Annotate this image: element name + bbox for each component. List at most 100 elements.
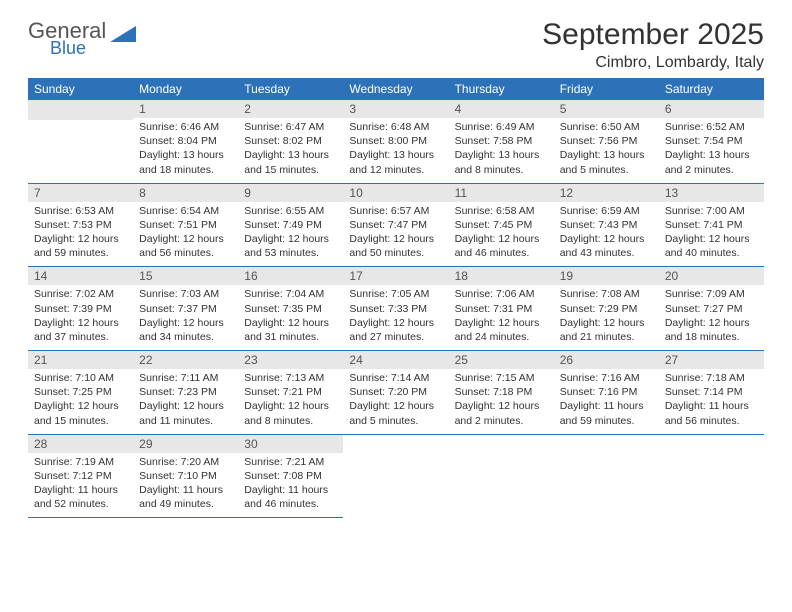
day-ss: Sunset: 7:43 PM (560, 218, 653, 232)
day-body: Sunrise: 7:10 AMSunset: 7:25 PMDaylight:… (28, 369, 133, 434)
week-row: 14Sunrise: 7:02 AMSunset: 7:39 PMDayligh… (28, 267, 764, 351)
day-sr: Sunrise: 7:02 AM (34, 287, 127, 301)
day-cell: 29Sunrise: 7:20 AMSunset: 7:10 PMDayligh… (133, 434, 238, 518)
day-ss: Sunset: 7:49 PM (244, 218, 337, 232)
day-ss: Sunset: 7:54 PM (665, 134, 758, 148)
day-ss: Sunset: 7:18 PM (455, 385, 548, 399)
day-dl: Daylight: 13 hours and 5 minutes. (560, 148, 653, 176)
day-sr: Sunrise: 7:00 AM (665, 204, 758, 218)
day-cell: 30Sunrise: 7:21 AMSunset: 7:08 PMDayligh… (238, 434, 343, 518)
day-ss: Sunset: 7:20 PM (349, 385, 442, 399)
day-ss: Sunset: 7:33 PM (349, 302, 442, 316)
day-ss: Sunset: 7:21 PM (244, 385, 337, 399)
empty-body (28, 120, 133, 182)
day-cell: 7Sunrise: 6:53 AMSunset: 7:53 PMDaylight… (28, 183, 133, 267)
day-ss: Sunset: 7:39 PM (34, 302, 127, 316)
day-dl: Daylight: 12 hours and 56 minutes. (139, 232, 232, 260)
day-body: Sunrise: 6:49 AMSunset: 7:58 PMDaylight:… (449, 118, 554, 183)
day-dl: Daylight: 13 hours and 18 minutes. (139, 148, 232, 176)
day-cell: 22Sunrise: 7:11 AMSunset: 7:23 PMDayligh… (133, 351, 238, 435)
day-body: Sunrise: 7:19 AMSunset: 7:12 PMDaylight:… (28, 453, 133, 518)
day-cell: 6Sunrise: 6:52 AMSunset: 7:54 PMDaylight… (659, 100, 764, 183)
day-body: Sunrise: 6:46 AMSunset: 8:04 PMDaylight:… (133, 118, 238, 183)
empty-body (449, 455, 554, 517)
day-dl: Daylight: 12 hours and 11 minutes. (139, 399, 232, 427)
empty-body (659, 455, 764, 517)
day-dl: Daylight: 13 hours and 8 minutes. (455, 148, 548, 176)
day-ss: Sunset: 7:10 PM (139, 469, 232, 483)
day-cell: 2Sunrise: 6:47 AMSunset: 8:02 PMDaylight… (238, 100, 343, 183)
day-body: Sunrise: 6:55 AMSunset: 7:49 PMDaylight:… (238, 202, 343, 267)
col-mon: Monday (133, 78, 238, 100)
day-ss: Sunset: 7:56 PM (560, 134, 653, 148)
day-number: 14 (28, 267, 133, 285)
day-ss: Sunset: 8:02 PM (244, 134, 337, 148)
day-body: Sunrise: 6:58 AMSunset: 7:45 PMDaylight:… (449, 202, 554, 267)
logo: General Blue (28, 18, 136, 59)
empty-day (659, 435, 764, 455)
day-cell: 12Sunrise: 6:59 AMSunset: 7:43 PMDayligh… (554, 183, 659, 267)
day-cell: 16Sunrise: 7:04 AMSunset: 7:35 PMDayligh… (238, 267, 343, 351)
day-cell: 17Sunrise: 7:05 AMSunset: 7:33 PMDayligh… (343, 267, 448, 351)
day-dl: Daylight: 12 hours and 24 minutes. (455, 316, 548, 344)
empty-day (28, 100, 133, 120)
day-ss: Sunset: 7:29 PM (560, 302, 653, 316)
header-row: Sunday Monday Tuesday Wednesday Thursday… (28, 78, 764, 100)
day-cell (449, 434, 554, 518)
empty-body (554, 455, 659, 517)
day-number: 21 (28, 351, 133, 369)
day-cell: 5Sunrise: 6:50 AMSunset: 7:56 PMDaylight… (554, 100, 659, 183)
day-cell: 3Sunrise: 6:48 AMSunset: 8:00 PMDaylight… (343, 100, 448, 183)
day-body: Sunrise: 7:05 AMSunset: 7:33 PMDaylight:… (343, 285, 448, 350)
day-body: Sunrise: 7:21 AMSunset: 7:08 PMDaylight:… (238, 453, 343, 518)
day-number: 11 (449, 184, 554, 202)
day-dl: Daylight: 12 hours and 18 minutes. (665, 316, 758, 344)
day-cell: 9Sunrise: 6:55 AMSunset: 7:49 PMDaylight… (238, 183, 343, 267)
day-number: 28 (28, 435, 133, 453)
page-subtitle: Cimbro, Lombardy, Italy (542, 54, 764, 72)
day-cell: 4Sunrise: 6:49 AMSunset: 7:58 PMDaylight… (449, 100, 554, 183)
day-dl: Daylight: 12 hours and 43 minutes. (560, 232, 653, 260)
day-dl: Daylight: 12 hours and 31 minutes. (244, 316, 337, 344)
day-ss: Sunset: 7:25 PM (34, 385, 127, 399)
day-body: Sunrise: 7:15 AMSunset: 7:18 PMDaylight:… (449, 369, 554, 434)
day-dl: Daylight: 12 hours and 50 minutes. (349, 232, 442, 260)
day-number: 7 (28, 184, 133, 202)
day-number: 10 (343, 184, 448, 202)
day-sr: Sunrise: 7:18 AM (665, 371, 758, 385)
day-sr: Sunrise: 6:59 AM (560, 204, 653, 218)
col-thu: Thursday (449, 78, 554, 100)
day-dl: Daylight: 12 hours and 46 minutes. (455, 232, 548, 260)
day-sr: Sunrise: 7:03 AM (139, 287, 232, 301)
day-number: 9 (238, 184, 343, 202)
day-ss: Sunset: 7:58 PM (455, 134, 548, 148)
day-body: Sunrise: 6:48 AMSunset: 8:00 PMDaylight:… (343, 118, 448, 183)
day-dl: Daylight: 12 hours and 2 minutes. (455, 399, 548, 427)
day-ss: Sunset: 7:12 PM (34, 469, 127, 483)
day-number: 23 (238, 351, 343, 369)
day-ss: Sunset: 7:35 PM (244, 302, 337, 316)
day-body: Sunrise: 7:20 AMSunset: 7:10 PMDaylight:… (133, 453, 238, 518)
day-number: 17 (343, 267, 448, 285)
day-ss: Sunset: 7:37 PM (139, 302, 232, 316)
day-cell (659, 434, 764, 518)
day-number: 27 (659, 351, 764, 369)
day-sr: Sunrise: 7:20 AM (139, 455, 232, 469)
day-body: Sunrise: 6:59 AMSunset: 7:43 PMDaylight:… (554, 202, 659, 267)
day-sr: Sunrise: 6:55 AM (244, 204, 337, 218)
day-ss: Sunset: 7:51 PM (139, 218, 232, 232)
day-sr: Sunrise: 6:57 AM (349, 204, 442, 218)
day-sr: Sunrise: 6:52 AM (665, 120, 758, 134)
day-number: 8 (133, 184, 238, 202)
day-sr: Sunrise: 7:10 AM (34, 371, 127, 385)
day-sr: Sunrise: 6:53 AM (34, 204, 127, 218)
day-dl: Daylight: 12 hours and 5 minutes. (349, 399, 442, 427)
day-cell: 28Sunrise: 7:19 AMSunset: 7:12 PMDayligh… (28, 434, 133, 518)
day-ss: Sunset: 7:31 PM (455, 302, 548, 316)
day-dl: Daylight: 12 hours and 21 minutes. (560, 316, 653, 344)
day-ss: Sunset: 7:16 PM (560, 385, 653, 399)
day-number: 19 (554, 267, 659, 285)
day-sr: Sunrise: 7:08 AM (560, 287, 653, 301)
day-dl: Daylight: 12 hours and 37 minutes. (34, 316, 127, 344)
day-ss: Sunset: 8:00 PM (349, 134, 442, 148)
